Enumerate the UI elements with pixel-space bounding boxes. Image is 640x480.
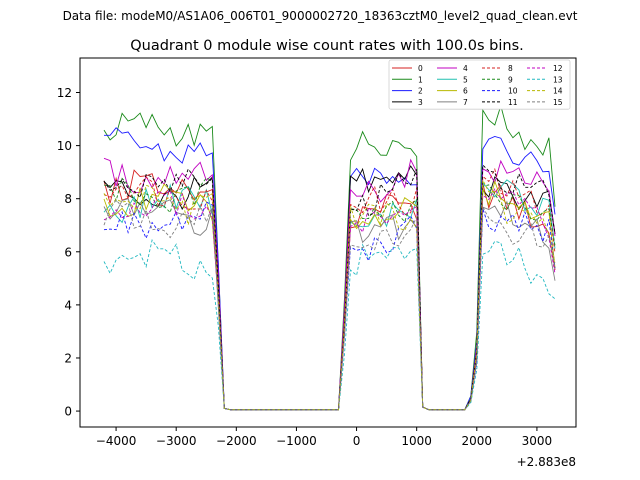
chart-suptitle: Data file: modeM0/AS1A06_006T01_90000027… xyxy=(63,9,578,23)
legend-label-9: 9 xyxy=(508,75,513,84)
plot-area xyxy=(103,104,556,411)
legend-label-14: 14 xyxy=(553,87,563,96)
y-tick-label: 0 xyxy=(64,405,72,419)
x-tick-label: 1000 xyxy=(401,434,432,448)
series-line-8 xyxy=(103,167,556,411)
x-tick-label: 0 xyxy=(353,434,361,448)
x-tick-label: −2000 xyxy=(216,434,257,448)
x-tick-label: −4000 xyxy=(96,434,137,448)
x-tick-label: 2000 xyxy=(462,434,493,448)
y-tick-label: 10 xyxy=(57,139,72,153)
legend-label-12: 12 xyxy=(553,64,563,73)
legend-label-11: 11 xyxy=(508,98,518,107)
legend-label-4: 4 xyxy=(463,64,468,73)
y-axis: 0 2 4 6 8 10 12 xyxy=(57,86,80,419)
series-line-12 xyxy=(103,188,556,411)
series-line-9 xyxy=(103,177,556,411)
x-tick-label: −1000 xyxy=(276,434,317,448)
legend-label-0: 0 xyxy=(418,64,423,73)
x-tick-label: 3000 xyxy=(522,434,553,448)
y-tick-label: 4 xyxy=(64,298,72,312)
legend-box xyxy=(388,59,571,110)
x-axis: −4000 −3000 −2000 −1000 0 1000 2000 3000 xyxy=(96,427,552,448)
y-tick-label: 8 xyxy=(64,192,72,206)
legend-label-1: 1 xyxy=(418,75,423,84)
legend-label-8: 8 xyxy=(508,64,513,73)
series-line-5 xyxy=(103,179,556,411)
legend-label-2: 2 xyxy=(418,87,423,96)
legend-label-6: 6 xyxy=(463,87,468,96)
axes-frame xyxy=(79,57,577,428)
legend-label-3: 3 xyxy=(418,98,423,107)
series-line-10 xyxy=(103,201,556,411)
y-tick-label: 6 xyxy=(64,245,72,259)
chart-title: Quadrant 0 module wise count rates with … xyxy=(130,38,524,54)
y-tick-label: 12 xyxy=(57,86,72,100)
series-line-14 xyxy=(103,178,556,411)
series-line-7 xyxy=(103,198,556,411)
legend-label-5: 5 xyxy=(463,75,468,84)
y-tick-label: 2 xyxy=(64,351,72,365)
legend-label-13: 13 xyxy=(553,75,563,84)
series-line-15 xyxy=(103,199,556,411)
x-tick-label: −3000 xyxy=(156,434,197,448)
legend-label-10: 10 xyxy=(508,87,518,96)
legend-label-7: 7 xyxy=(463,98,468,107)
series-line-1 xyxy=(103,104,556,411)
x-offset-label: +2.883e8 xyxy=(517,455,576,469)
legend-label-15: 15 xyxy=(553,98,563,107)
series-line-6 xyxy=(103,179,556,411)
series-line-13 xyxy=(103,239,556,411)
